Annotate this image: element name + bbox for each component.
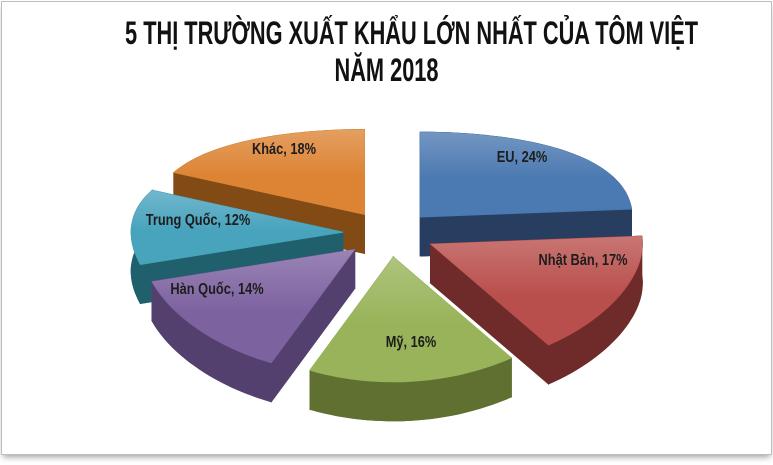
pie-slice-eu-sheen [420, 132, 632, 218]
chart-title-line-2: NĂM 2018 [334, 52, 439, 88]
chart-title-line-1: 5 THỊ TRƯỜNG XUẤT KHẨU LỚN NHẤT CỦA TÔM … [125, 15, 699, 51]
slice-label-my: Mỹ, 16% [385, 334, 437, 351]
pie-slice-nhat-ban-sheen [430, 236, 643, 345]
slice-label-trung-quoc: Trung Quốc, 12% [145, 212, 251, 229]
chart-title: 5 THỊ TRƯỜNG XUẤT KHẨU LỚN NHẤT CỦA TÔM … [2, 15, 771, 89]
slice-label-nhat-ban: Nhật Bản, 17% [538, 252, 628, 269]
slice-label-khac: Khác, 18% [251, 141, 317, 158]
pie-slice-trung-quoc-sheen [131, 190, 344, 265]
slice-label-han-quoc: Hàn Quốc, 14% [170, 281, 264, 298]
slice-label-eu: EU, 24% [496, 149, 548, 166]
pie-slice-han-quoc-sheen [151, 249, 355, 363]
pie-slices-group [130, 129, 643, 422]
pie-slice-khac-sheen [173, 129, 365, 215]
pie-slice-my-sheen [309, 256, 512, 382]
chart-frame: 5 THỊ TRƯỜNG XUẤT KHẨU LỚN NHẤT CỦA TÔM … [1, 1, 772, 455]
